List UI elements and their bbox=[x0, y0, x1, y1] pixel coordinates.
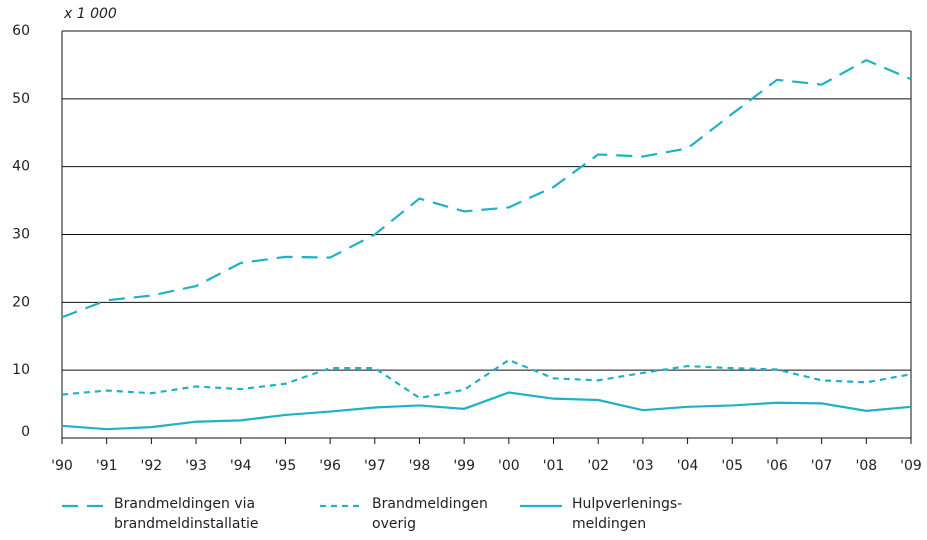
x-tick-label: '02 bbox=[587, 458, 609, 474]
x-tick-label: '96 bbox=[319, 458, 341, 474]
y-tick-label: 0 bbox=[21, 424, 30, 440]
x-tick-label: '97 bbox=[364, 458, 386, 474]
x-tick-label: '98 bbox=[409, 458, 431, 474]
series-line bbox=[61, 391, 912, 431]
x-tick-label: '04 bbox=[677, 458, 699, 474]
y-tick-label: 60 bbox=[12, 23, 30, 39]
legend-swatch bbox=[62, 504, 104, 508]
x-tick-label: '94 bbox=[230, 458, 252, 474]
series-line bbox=[61, 58, 912, 319]
x-tick-label: '95 bbox=[275, 458, 297, 474]
y-tick-label: 20 bbox=[12, 294, 30, 310]
x-tick-label: '90 bbox=[51, 458, 73, 474]
legend-label: Brandmeldingen overig bbox=[372, 496, 488, 532]
x-tick-label: '01 bbox=[543, 458, 565, 474]
x-tick-label: '00 bbox=[498, 458, 520, 474]
legend-label: Brandmeldingen via brandmeldinstallatie bbox=[114, 496, 259, 532]
x-tick-label: '05 bbox=[721, 458, 743, 474]
x-tick-label: '03 bbox=[632, 458, 654, 474]
chart: x 1 000 0 10 20 30 40 50 60 '90 '91 '92 '93 '94 '95 '… bbox=[12, 6, 922, 474]
legend-swatch bbox=[520, 504, 562, 508]
y-tick-label: 30 bbox=[12, 227, 30, 243]
y-tick-label: 50 bbox=[12, 91, 30, 107]
legend-swatch bbox=[320, 504, 362, 508]
unit-annotation: x 1 000 bbox=[63, 6, 117, 22]
y-tick-label: 10 bbox=[12, 362, 30, 378]
x-tick-label: '07 bbox=[811, 458, 833, 474]
series-line bbox=[61, 358, 912, 400]
x-tick-label: '93 bbox=[185, 458, 207, 474]
x-tick-label: '99 bbox=[453, 458, 475, 474]
x-tick-label: '91 bbox=[96, 458, 118, 474]
x-tick-label: '92 bbox=[141, 458, 163, 474]
y-tick-label: 40 bbox=[12, 159, 30, 175]
x-tick-label: '09 bbox=[900, 458, 922, 474]
x-tick-label: '06 bbox=[766, 458, 788, 474]
x-tick-label: '08 bbox=[855, 458, 877, 474]
legend-label: Hulpverlenings-meldingen bbox=[572, 496, 683, 532]
